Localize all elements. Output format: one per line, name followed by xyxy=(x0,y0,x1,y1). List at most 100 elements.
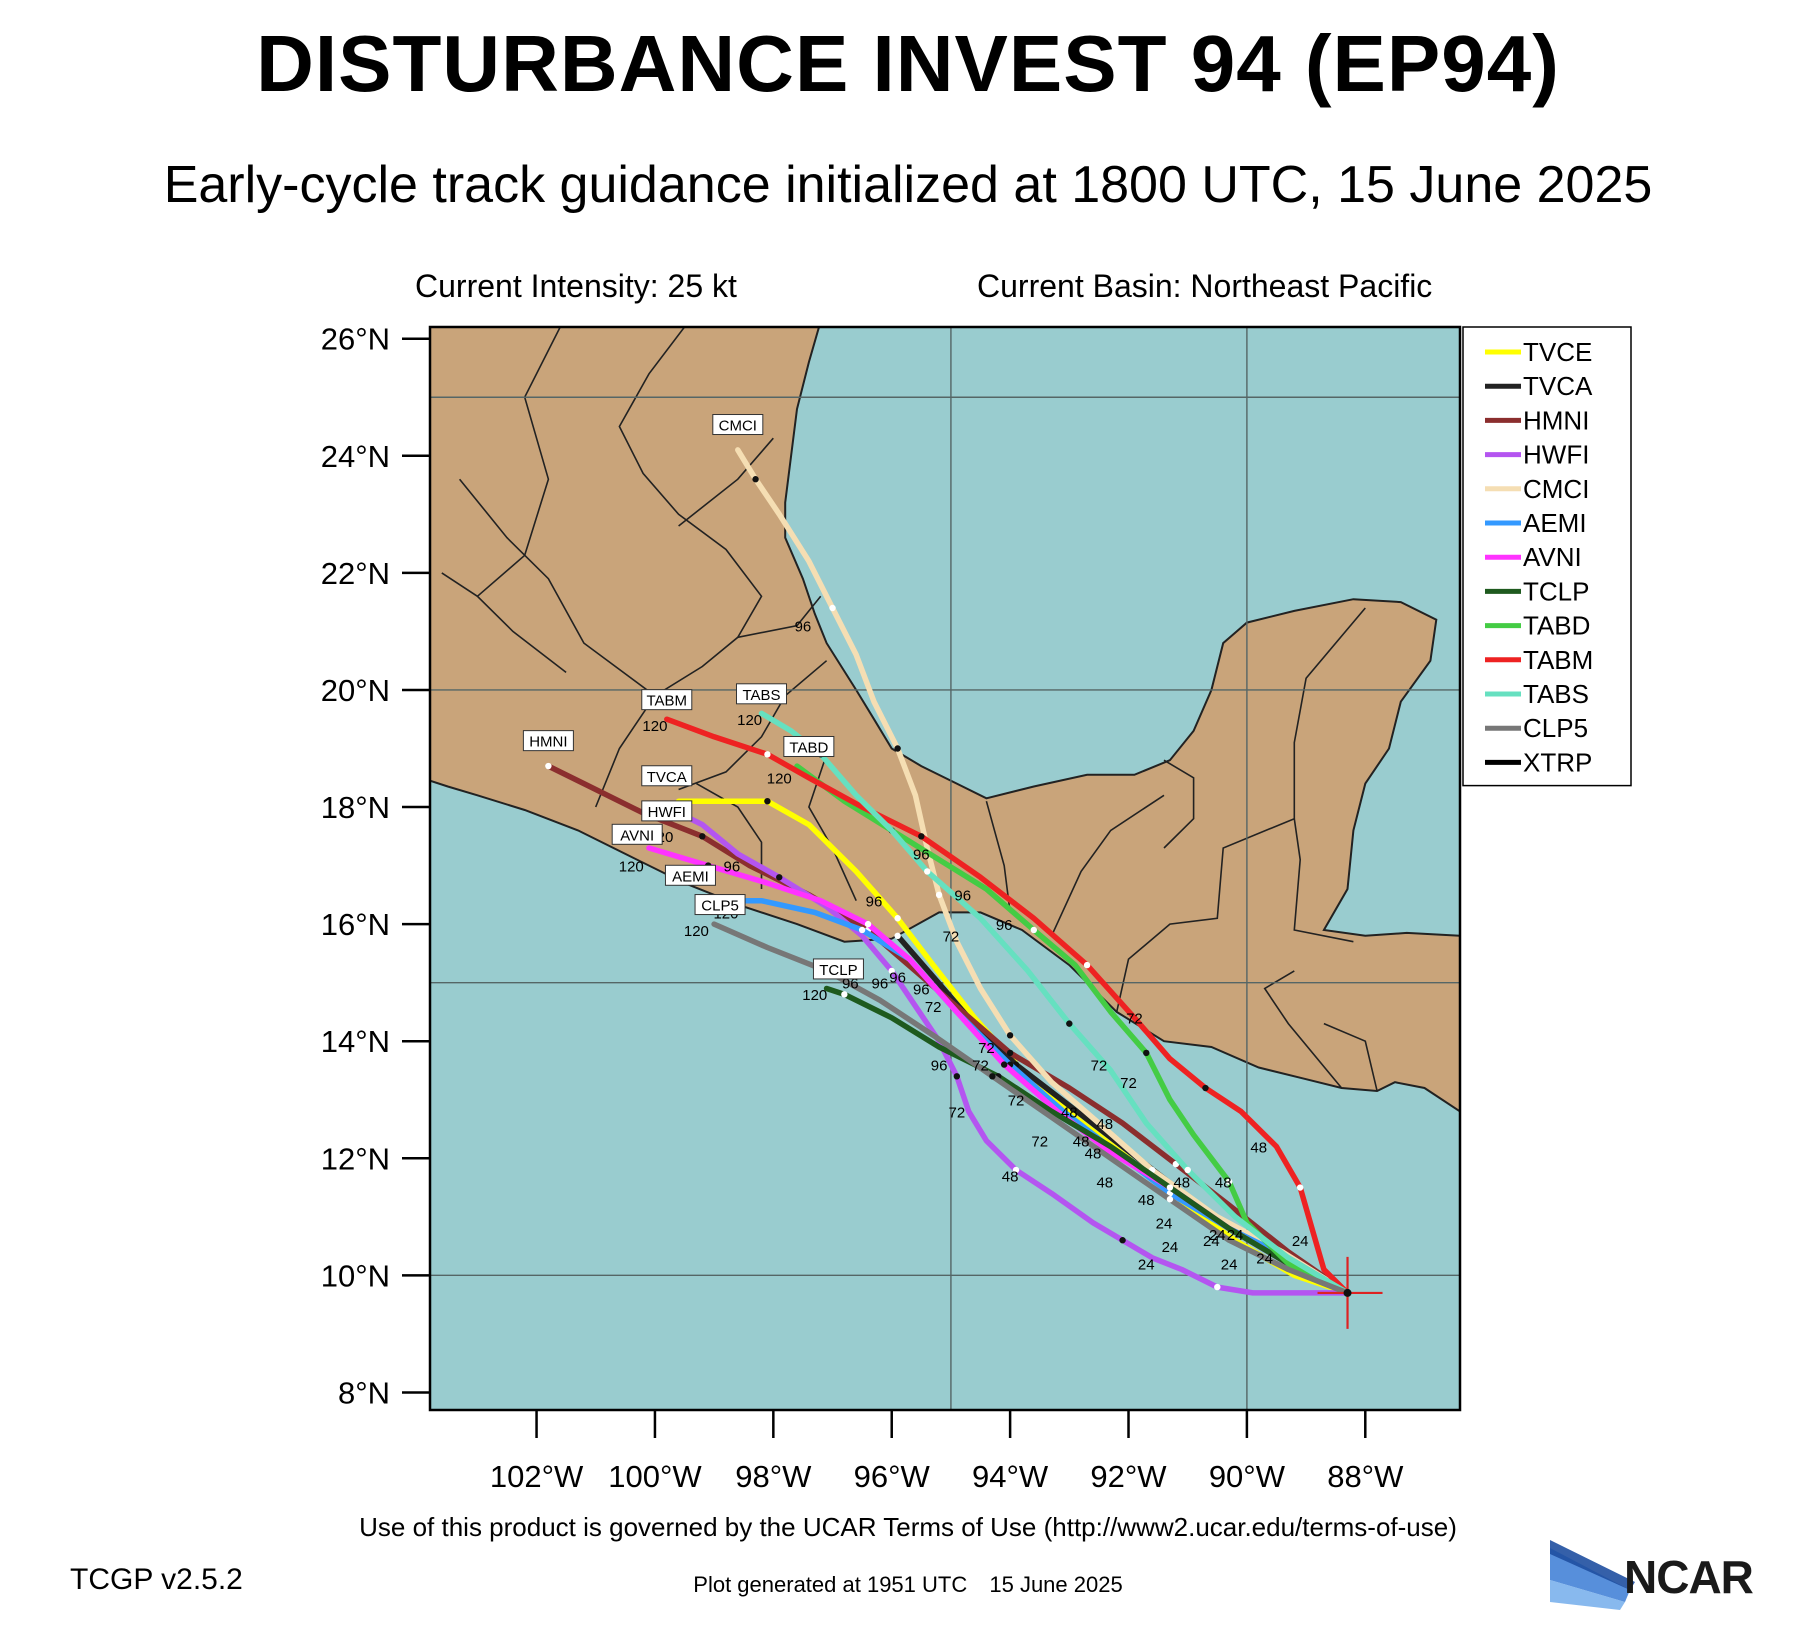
track-point xyxy=(1119,1237,1126,1244)
track-tclp xyxy=(823,985,1351,1296)
generated-time: Plot generated at 1951 UTC xyxy=(693,1572,968,1597)
track-point xyxy=(918,833,925,840)
forecast-hour-label: 72 xyxy=(1120,1075,1137,1092)
track-point xyxy=(858,926,866,934)
initial-position-marker xyxy=(1317,1256,1383,1329)
model-label-box xyxy=(812,958,864,980)
current-basin: Current Basin: Northeast Pacific xyxy=(977,268,1433,304)
model-label-tabm: TABM xyxy=(647,693,688,710)
forecast-hour-label: 48 xyxy=(1215,1175,1232,1192)
model-label-box xyxy=(712,414,764,436)
forecast-hour-label: 48 xyxy=(1085,1145,1102,1162)
y-tick-label: 18°N xyxy=(321,790,390,825)
model-end-labels: CMCI TABM TABS TABD HMNI TVCA HWFI AVNI AEMI CLP5… xyxy=(522,414,864,980)
forecast-hour-label: 96 xyxy=(913,847,930,864)
track-point xyxy=(752,476,759,483)
forecast-hour-label: 96 xyxy=(872,976,889,993)
track-point xyxy=(1166,1196,1174,1203)
model-label-cmci: CMCI xyxy=(719,418,757,435)
legend-label-hwfi: HWFI xyxy=(1523,440,1589,470)
model-label-tabd: TABD xyxy=(789,739,828,756)
state-border-line xyxy=(1050,794,1165,937)
forecast-hour-label: 72 xyxy=(1031,1134,1048,1151)
state-border-line xyxy=(737,595,822,639)
forecast-hour-label: 24 xyxy=(1203,1233,1220,1250)
forecast-hour-label: 24 xyxy=(1209,1227,1226,1244)
forecast-hour-label: 24 xyxy=(1156,1216,1173,1233)
forecast-hour-label: 96 xyxy=(889,970,906,987)
y-tick-label: 8°N xyxy=(338,1375,390,1410)
track-point xyxy=(699,833,706,840)
model-label-box xyxy=(641,765,693,787)
plot-frame xyxy=(428,325,1462,1412)
forecast-hour-label: 24 xyxy=(1227,1227,1244,1244)
y-tick-label: 24°N xyxy=(321,439,390,474)
track-point xyxy=(1214,1283,1221,1291)
track-point xyxy=(545,762,552,770)
track-point xyxy=(764,797,771,805)
model-label-hwfi: HWFI xyxy=(648,804,686,821)
track-point xyxy=(888,967,895,975)
forecast-hour-label: 48 xyxy=(1173,1175,1190,1192)
forecast-hour-label: 96 xyxy=(795,618,812,635)
model-label-tvca: TVCA xyxy=(647,769,687,786)
track-point xyxy=(764,751,771,758)
model-label-box xyxy=(641,800,693,822)
track-tabd xyxy=(794,763,1351,1296)
legend-label-clp5: CLP5 xyxy=(1523,713,1588,743)
legend: TVCE TVCA HMNI HWFI CMCI AEMI AVNI TCLP TABD TABM… xyxy=(1462,326,1632,787)
x-axis: 102°W 100°W 98°W 96°W 94°W 92°W 90°W 88°W xyxy=(490,1410,1404,1494)
state-border-line xyxy=(458,478,656,697)
x-tick-label: 88°W xyxy=(1327,1459,1404,1494)
legend-label-hmni: HMNI xyxy=(1523,405,1589,435)
x-tick-label: 94°W xyxy=(972,1459,1049,1494)
forecast-hour-label: 96 xyxy=(954,888,971,905)
y-tick-label: 22°N xyxy=(321,556,390,591)
legend-label-aemi: AEMI xyxy=(1523,508,1587,538)
version-label: TCGP v2.5.2 xyxy=(70,1563,243,1596)
forecast-hour-label: 120 xyxy=(767,771,792,788)
x-tick-label: 98°W xyxy=(735,1459,812,1494)
page-title: DISTURBANCE INVEST 94 (EP94) xyxy=(256,19,1560,108)
track-cmci xyxy=(735,447,1351,1296)
forecast-hour-label: 24 xyxy=(1162,1239,1179,1256)
page-subtitle: Early-cycle track guidance initialized a… xyxy=(163,156,1653,214)
legend-label-tclp: TCLP xyxy=(1523,576,1589,606)
forecast-hour-label: 96 xyxy=(842,976,859,993)
legend-label-xtrp: XTRP xyxy=(1523,747,1592,777)
model-label-clp5: CLP5 xyxy=(701,898,739,915)
legend-label-tabm: TABM xyxy=(1523,645,1593,675)
current-intensity: Current Intensity: 25 kt xyxy=(415,268,737,304)
legend-label-cmci: CMCI xyxy=(1523,474,1589,504)
forecast-hour-label: 24 xyxy=(1221,1257,1238,1274)
forecast-hour-label: 96 xyxy=(724,858,741,875)
track-point xyxy=(829,604,836,612)
forecast-hour-label: 24 xyxy=(1138,1257,1155,1274)
track-point xyxy=(1000,1061,1008,1068)
forecast-hour-label: 48 xyxy=(1096,1116,1113,1133)
forecast-hour-label: 72 xyxy=(978,1040,995,1057)
y-tick-label: 20°N xyxy=(321,673,390,708)
track-point xyxy=(776,874,783,881)
model-label-hmni: HMNI xyxy=(529,734,567,751)
track-point xyxy=(953,1073,961,1080)
state-border-line xyxy=(1293,607,1366,819)
track-tabs xyxy=(758,710,1351,1296)
track-point xyxy=(1166,1184,1174,1191)
y-tick-label: 16°N xyxy=(321,907,390,942)
model-label-tclp: TCLP xyxy=(819,962,857,979)
track-point xyxy=(1225,1178,1233,1185)
forecast-hour-label: 72 xyxy=(1126,1011,1143,1028)
x-tick-label: 96°W xyxy=(854,1459,931,1494)
forecast-hour-label: 120 xyxy=(619,858,644,875)
model-label-aemi: AEMI xyxy=(672,868,709,885)
y-tick-label: 12°N xyxy=(321,1141,390,1176)
track-point xyxy=(841,991,848,998)
state-border-line xyxy=(1323,1022,1378,1092)
legend-label-tvca: TVCA xyxy=(1523,371,1593,401)
track-point xyxy=(1143,1049,1150,1057)
forecast-hour-label: 72 xyxy=(925,999,942,1016)
y-tick-label: 14°N xyxy=(321,1024,390,1059)
x-tick-label: 90°W xyxy=(1209,1459,1286,1494)
legend-label-avni: AVNI xyxy=(1523,542,1582,572)
